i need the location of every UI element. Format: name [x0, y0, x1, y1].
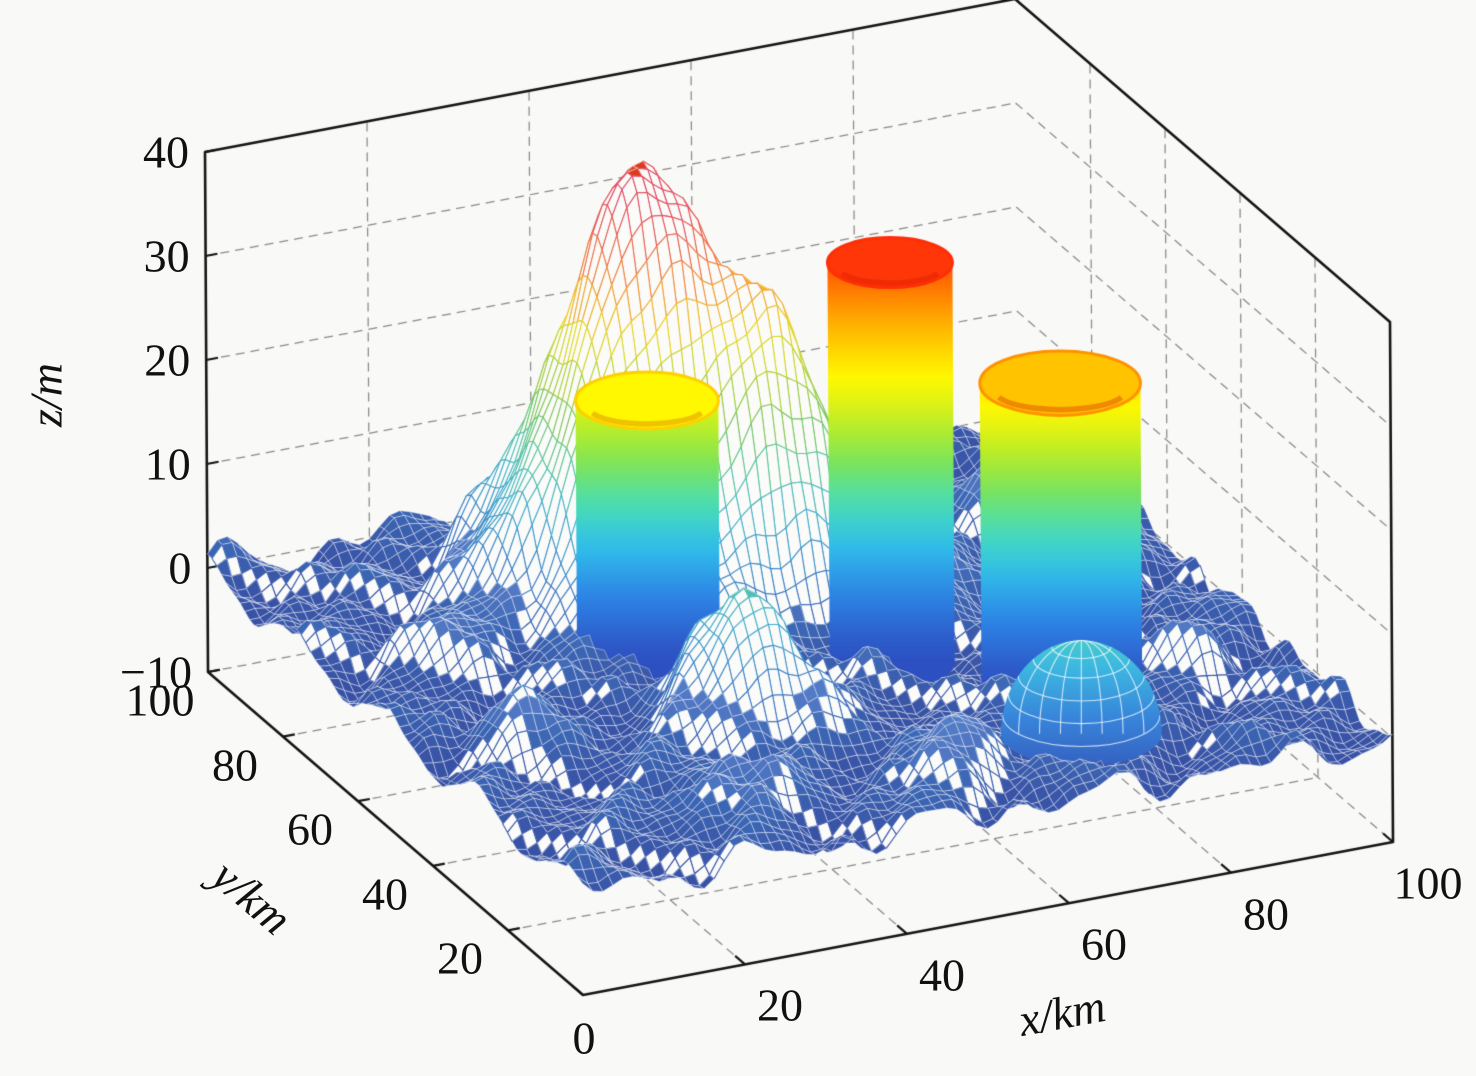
surface-plot-canvas — [0, 0, 1476, 1076]
terrain-3d-figure: z/m y/km x/km −10 0 10 20 30 40 20 40 60 80 100 0 20… — [0, 0, 1476, 1076]
